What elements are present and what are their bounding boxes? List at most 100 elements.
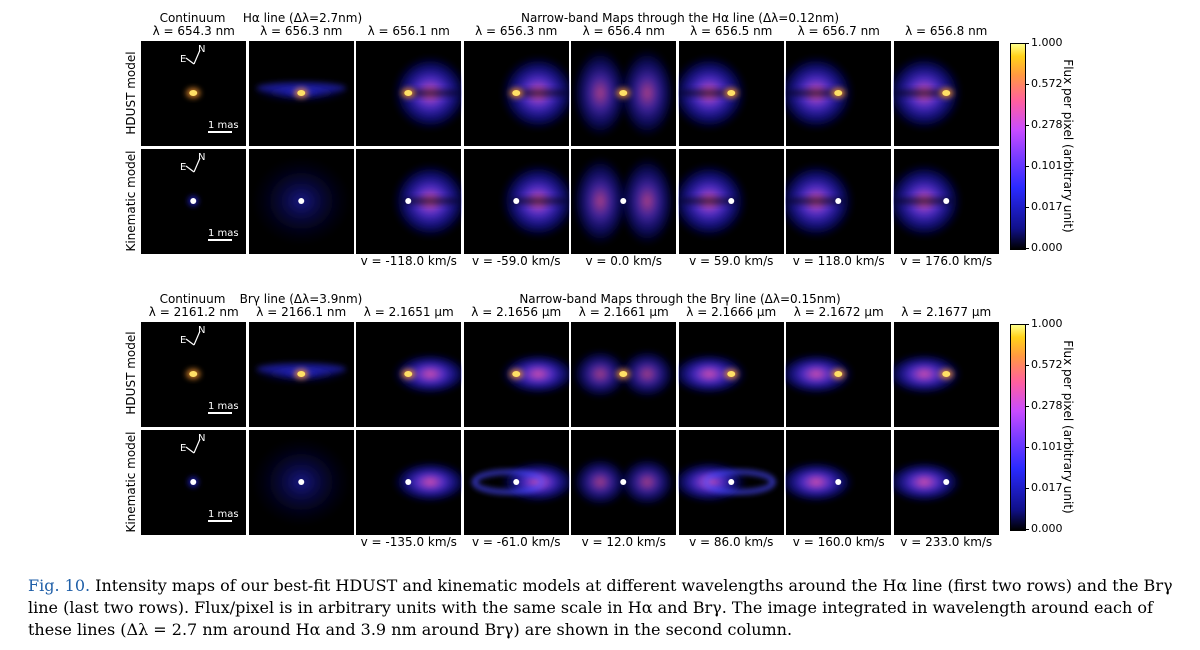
intensity-map-panel <box>677 40 785 147</box>
east-label: E <box>180 54 187 65</box>
intensity-map-panel <box>247 40 355 147</box>
intensity-map-panel <box>570 147 677 255</box>
velocity-label: v = -59.0 km/s <box>471 254 561 268</box>
intensity-map-panel <box>355 321 462 428</box>
b2-header-continuum: Continuum <box>159 292 226 306</box>
colorbar-2-title: Flux per pixel (arbitrary unit) <box>1061 340 1075 514</box>
b1-header-narrow: Narrow-band Maps through the Hα line (Δλ… <box>520 11 840 25</box>
intensity-map-panel <box>785 40 892 147</box>
b1-row-label-hdust: HDUST model <box>124 51 138 135</box>
colorbar-1-title: Flux per pixel (arbitrary unit) <box>1061 59 1075 233</box>
intensity-map-panel <box>785 147 892 255</box>
b2-row-label-hdust: HDUST model <box>124 331 138 415</box>
intensity-map-panel <box>677 147 785 255</box>
scale-bar: 1 mas <box>208 401 239 414</box>
wavelength-label: λ = 2.1656 μm <box>471 305 562 319</box>
velocity-label: v = 59.0 km/s <box>689 254 774 268</box>
intensity-map-panel <box>892 147 1000 255</box>
east-label: E <box>180 442 187 454</box>
velocity-label: v = -61.0 km/s <box>471 535 561 549</box>
intensity-map-panel <box>462 321 570 428</box>
intensity-map-panel <box>247 428 355 536</box>
north-label: N <box>198 432 206 444</box>
intensity-map-panel <box>570 321 677 428</box>
velocity-label: v = 176.0 km/s <box>900 254 993 268</box>
b1-row-label-kinematic: Kinematic model <box>124 150 138 252</box>
intensity-map-panel <box>247 321 355 428</box>
intensity-map-panel <box>892 40 1000 147</box>
east-label: E <box>180 335 187 346</box>
colorbar-1 <box>1010 43 1026 250</box>
north-label: N <box>198 151 206 163</box>
wavelength-label: λ = 2.1672 μm <box>793 305 884 319</box>
wavelength-label: λ = 2.1651 μm <box>363 305 454 319</box>
wavelength-label: λ = 2.1661 μm <box>578 305 669 319</box>
colorbar-tick: 0.017 <box>1025 481 1063 494</box>
north-label: N <box>198 325 206 336</box>
scale-bar-label: 1 mas <box>208 227 239 239</box>
wavelength-label: λ = 654.3 nm <box>152 24 235 38</box>
intensity-map-panel <box>462 428 570 536</box>
east-label: E <box>180 161 187 173</box>
colorbar-tick: 0.101 <box>1025 159 1063 172</box>
b2-header-narrow: Narrow-band Maps through the Brγ line (Δ… <box>519 292 841 306</box>
wavelength-label: λ = 656.7 nm <box>797 24 880 38</box>
colorbar-tick: 0.101 <box>1025 440 1063 453</box>
scale-bar: 1 mas <box>208 228 239 241</box>
intensity-map-panel <box>892 321 1000 428</box>
wavelength-label: λ = 2166.1 nm <box>256 305 347 319</box>
wavelength-label: λ = 656.3 nm <box>260 24 343 38</box>
velocity-label: v = 86.0 km/s <box>689 535 774 549</box>
b2-header-line: Brγ line (Δλ=3.9nm) <box>239 292 363 306</box>
scale-bar-label: 1 mas <box>208 120 239 131</box>
velocity-label: v = 118.0 km/s <box>792 254 885 268</box>
intensity-map-panel <box>570 40 677 147</box>
scale-bar: 1 mas <box>208 120 239 133</box>
velocity-label: v = 233.0 km/s <box>900 535 993 549</box>
intensity-map-panel <box>355 40 462 147</box>
wavelength-label: λ = 2161.2 nm <box>148 305 239 319</box>
intensity-map-panel <box>462 40 570 147</box>
colorbar-tick: 0.017 <box>1025 200 1063 213</box>
b1-header-continuum: Continuum <box>159 11 226 25</box>
colorbar-tick: 0.572 <box>1025 77 1063 90</box>
intensity-map-panel <box>892 428 1000 536</box>
velocity-label: v = 0.0 km/s <box>585 254 663 268</box>
colorbar-tick: 1.000 <box>1025 36 1063 49</box>
intensity-map-panel <box>247 147 355 255</box>
caption-text: Intensity maps of our best-fit HDUST and… <box>28 576 1173 639</box>
intensity-map-panel <box>355 147 462 255</box>
intensity-map-panel <box>570 428 677 536</box>
scale-bar-label: 1 mas <box>208 401 239 412</box>
wavelength-label: λ = 656.4 nm <box>582 24 665 38</box>
colorbar-tick: 0.000 <box>1025 522 1063 535</box>
colorbar-tick: 0.278 <box>1025 118 1063 131</box>
wavelength-label: λ = 656.1 nm <box>367 24 450 38</box>
wavelength-label: λ = 656.8 nm <box>905 24 988 38</box>
scale-bar-label: 1 mas <box>208 508 239 520</box>
intensity-map-panel <box>785 428 892 536</box>
wavelength-label: λ = 2.1666 μm <box>686 305 777 319</box>
colorbar-tick: 0.572 <box>1025 358 1063 371</box>
figure-label: Fig. 10. <box>28 576 91 595</box>
wavelength-label: λ = 2.1677 μm <box>901 305 992 319</box>
velocity-label: v = 160.0 km/s <box>792 535 885 549</box>
b1-header-line: Hα line (Δλ=2.7nm) <box>242 11 363 25</box>
intensity-map-panel <box>677 428 785 536</box>
colorbar-tick: 0.000 <box>1025 241 1063 254</box>
colorbar-2 <box>1010 324 1026 531</box>
colorbar-tick: 0.278 <box>1025 399 1063 412</box>
intensity-map-panel <box>355 428 462 536</box>
wavelength-label: λ = 656.3 nm <box>475 24 558 38</box>
intensity-map-panel <box>677 321 785 428</box>
